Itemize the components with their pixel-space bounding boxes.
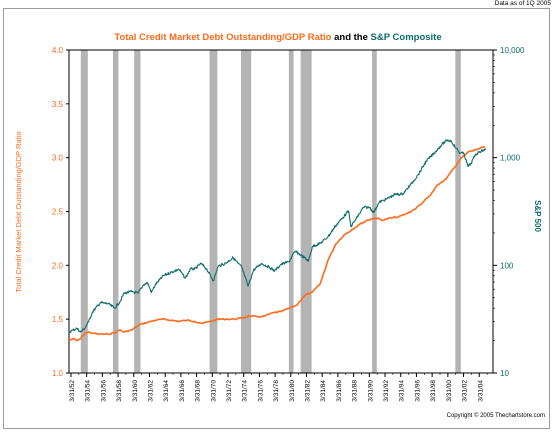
sp-composite-line (68, 139, 487, 333)
x-tick-label: 3/31/94 (399, 380, 406, 402)
x-tick-label: 3/31/70 (210, 380, 217, 402)
left-axis: 1.0 1.5 2.0 2.5 3.0 3.5 4.0 (52, 46, 69, 378)
x-tick-label: 3/31/84 (320, 380, 327, 402)
recession-bar (209, 50, 218, 373)
x-tick-label: 3/31/90 (367, 380, 374, 402)
x-tick-label: 3/31/98 (430, 380, 437, 402)
recession-bar (112, 50, 119, 373)
right-axis-label: S&P 500 (533, 200, 542, 232)
series-lines (68, 139, 487, 342)
left-tick-label: 4.0 (52, 46, 64, 55)
recession-bar (288, 50, 294, 373)
right-tick-label: 1,000 (500, 154, 521, 163)
x-tick-label: 3/31/68 (195, 380, 202, 402)
right-tick-label: 10 (500, 369, 509, 378)
x-tick-label: 3/31/88 (352, 380, 359, 402)
copyright-text: Copyright © 2005 Thechartstore.com (447, 412, 545, 419)
x-tick-label: 3/31/58 (116, 380, 123, 402)
x-tick-label: 3/31/54 (85, 380, 92, 402)
x-tick-label: 3/31/86 (336, 380, 343, 402)
chart-title-and: and the (331, 32, 370, 43)
right-axis: 10 100 1,000 10,000 (493, 46, 525, 378)
recession-bar (300, 50, 312, 373)
recession-bar (240, 50, 252, 373)
x-tick-label: 3/31/62 (147, 380, 154, 402)
left-axis-label: Total Credit Market Debt Outstanding/GDP… (14, 131, 23, 292)
x-tick-label: 3/31/72 (226, 380, 233, 402)
recession-bar (134, 50, 141, 373)
x-tick-label: 3/31/52 (69, 380, 76, 402)
left-tick-label: 3.5 (52, 100, 64, 109)
x-tick-label: 3/31/66 (179, 380, 186, 402)
right-tick-label: 100 (500, 261, 514, 270)
x-tick-label: 3/31/82 (305, 380, 312, 402)
x-tick-label: 3/31/00 (446, 380, 453, 402)
x-tick-label: 3/31/04 (477, 380, 484, 402)
left-tick-label: 1.0 (52, 369, 64, 378)
x-tick-label: 3/31/74 (242, 380, 249, 402)
x-tick-label: 3/31/96 (414, 380, 421, 402)
x-tick-label: 3/31/60 (132, 380, 139, 402)
x-tick-label: 3/31/78 (273, 380, 280, 402)
x-tick-label: 3/31/64 (163, 380, 170, 402)
x-tick-label: 3/31/02 (462, 380, 469, 402)
left-tick-label: 3.0 (52, 154, 64, 163)
date-note: Data as of 1Q 2005 (494, 0, 551, 7)
left-tick-label: 2.5 (52, 208, 64, 217)
chart-title-part1: Total Credit Market Debt Outstanding/GDP… (114, 32, 331, 43)
x-tick-label: 3/31/80 (289, 380, 296, 402)
recession-bar (80, 50, 88, 373)
chart-title: Total Credit Market Debt Outstanding/GDP… (114, 32, 441, 43)
x-axis: 3/31/52 3/31/54 3/31/56 3/31/58 3/31/60 3/31/… (69, 373, 488, 402)
x-tick-label: 3/31/76 (257, 380, 264, 402)
chart-title-part2: S&P Composite (371, 32, 442, 43)
left-tick-label: 2.0 (52, 261, 64, 270)
plot-area (68, 49, 494, 374)
recession-shading (80, 50, 461, 373)
chart-frame: 1.0 1.5 2.0 2.5 3.0 3.5 4.0 10 100 1,000 10,000 3… (3, 8, 550, 429)
recession-bar (455, 50, 461, 373)
x-tick-label: 3/31/92 (383, 380, 390, 402)
left-tick-label: 1.5 (52, 315, 64, 324)
debt-gdp-ratio-line (68, 145, 486, 342)
x-tick-label: 3/31/56 (100, 380, 107, 402)
chart: 1.0 1.5 2.0 2.5 3.0 3.5 4.0 10 100 1,000 10,000 3… (14, 32, 545, 419)
right-tick-label: 10,000 (500, 46, 525, 55)
